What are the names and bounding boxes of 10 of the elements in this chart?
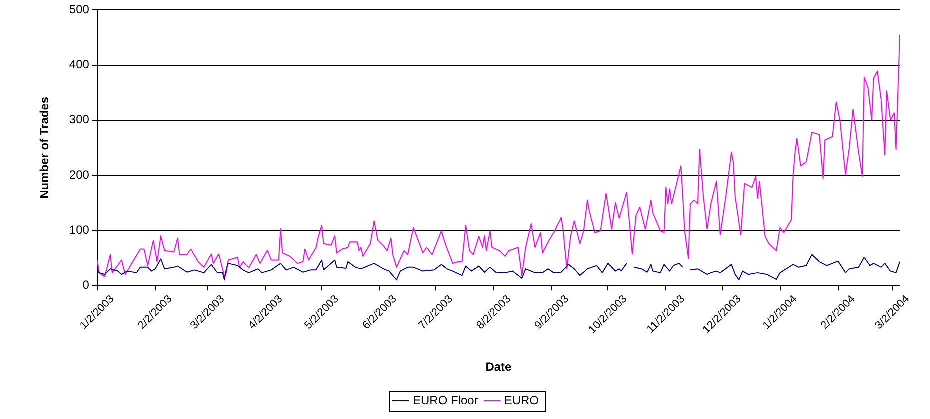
x-axis-title: Date [486, 360, 512, 374]
legend-label: EURO Floor [412, 393, 478, 408]
y-axis-title: Number of Trades [38, 96, 52, 199]
y-tick-label: 300 [69, 112, 90, 127]
y-tick-label: 200 [69, 168, 90, 182]
y-tick-label: 100 [69, 222, 90, 237]
y-tick-label: 500 [69, 2, 90, 17]
y-tick-label: 400 [69, 58, 90, 72]
legend-label: EURO [504, 393, 540, 408]
y-tick-label: 0 [82, 278, 90, 292]
